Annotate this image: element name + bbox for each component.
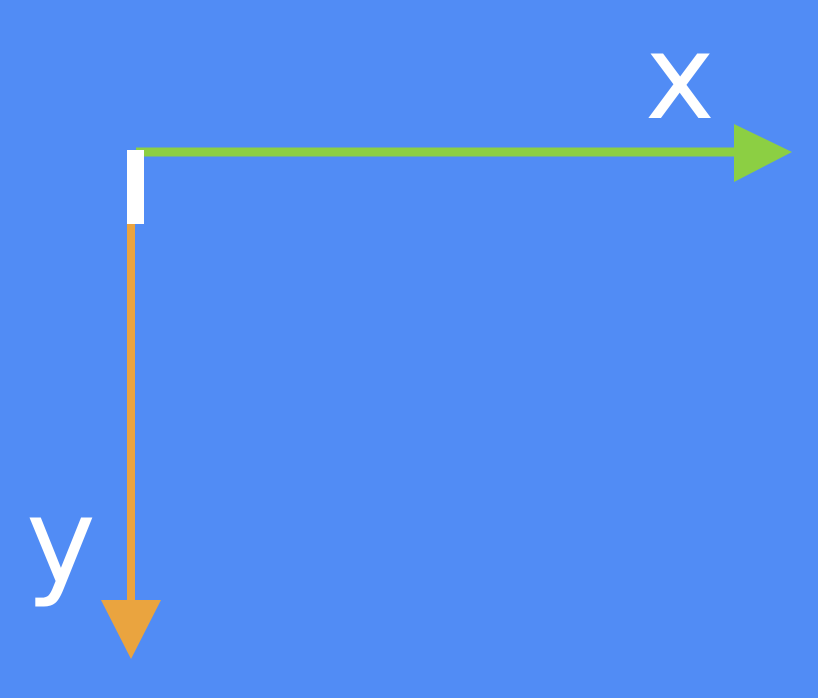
- y-axis-arrowhead: [101, 600, 161, 659]
- x-axis-arrowhead: [734, 124, 792, 182]
- y-axis-label: y: [26, 472, 96, 610]
- origin-marker: [127, 150, 144, 224]
- x-axis-label: x: [645, 8, 715, 146]
